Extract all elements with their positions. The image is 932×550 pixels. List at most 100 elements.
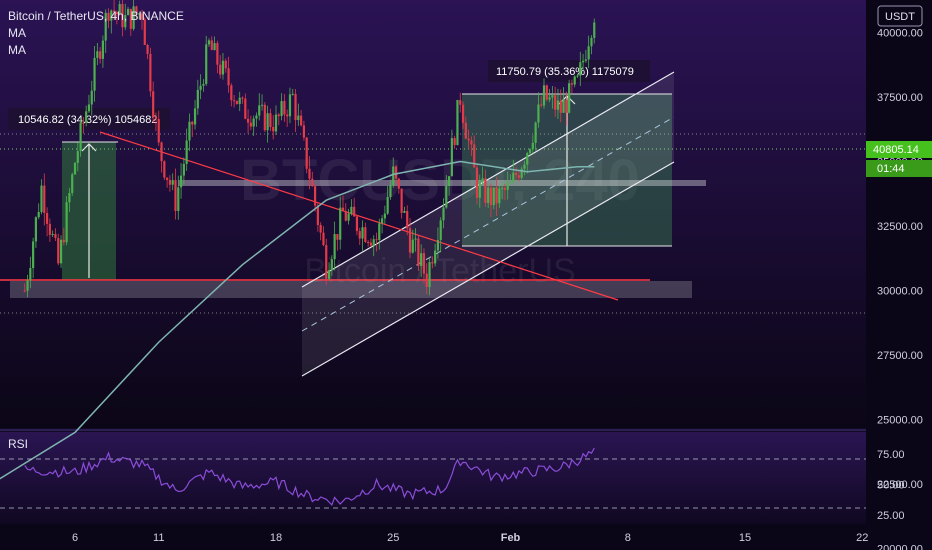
time-axis[interactable] xyxy=(0,524,866,550)
candle-body xyxy=(277,114,280,117)
candle-body xyxy=(121,4,124,28)
candle-body xyxy=(57,238,60,264)
candle-body xyxy=(562,99,565,113)
candle-body xyxy=(79,122,82,152)
measure-label-2: 11750.79 (35.36%) 1175079 xyxy=(496,66,634,78)
candle-body xyxy=(353,206,356,217)
indicator-ma-2[interactable]: MA xyxy=(8,43,26,57)
candle-body xyxy=(375,239,378,241)
candle-body xyxy=(456,100,459,146)
time-tick-label: 8 xyxy=(625,532,631,544)
candle-body xyxy=(32,241,35,269)
candle-body xyxy=(559,100,562,113)
candle-body xyxy=(394,166,398,179)
candle-body xyxy=(339,207,342,240)
candle-body xyxy=(470,140,473,145)
channel-upper-line[interactable] xyxy=(301,71,675,288)
candle-body xyxy=(495,187,498,204)
candle-body xyxy=(112,10,116,13)
candle-body xyxy=(308,168,311,179)
channel-lower-line[interactable] xyxy=(301,161,675,377)
price-tick-label: 30000.00 xyxy=(877,286,923,298)
candle-body xyxy=(171,180,174,185)
candle-body xyxy=(436,240,440,251)
candle-body xyxy=(305,137,308,169)
candle-body xyxy=(378,223,381,241)
candle-body xyxy=(322,232,325,246)
candle-body xyxy=(593,22,596,38)
candle-body xyxy=(316,205,319,225)
candle-body xyxy=(45,212,49,224)
candle-body xyxy=(188,121,191,141)
candle-body xyxy=(143,19,146,45)
candle-body xyxy=(135,6,138,15)
candle-body xyxy=(224,60,227,69)
time-tick-label: Feb xyxy=(501,532,521,544)
candle-body xyxy=(235,100,239,104)
candle-body xyxy=(193,108,197,125)
measure-label-1: 10546.82 (34.32%) 1054682 xyxy=(18,114,157,126)
currency-button-label[interactable]: USDT xyxy=(885,11,915,23)
candle-body xyxy=(73,162,77,175)
candle-body xyxy=(347,213,350,221)
candle-body xyxy=(238,97,241,104)
candle-body xyxy=(361,227,364,239)
candle-body xyxy=(369,242,373,246)
candle-body xyxy=(149,53,152,92)
time-tick-label: 22 xyxy=(856,532,868,544)
rsi-pane[interactable] xyxy=(0,432,866,524)
candle-body xyxy=(325,245,328,279)
candle-body xyxy=(467,138,470,141)
support-zone[interactable] xyxy=(10,281,692,298)
candle-body xyxy=(542,85,546,106)
candle-body xyxy=(280,101,283,117)
candle-body xyxy=(568,83,571,113)
candle-body xyxy=(422,253,426,274)
candle-body xyxy=(355,216,359,232)
candle-body xyxy=(584,59,587,61)
candle-body xyxy=(528,149,532,154)
candle-body xyxy=(487,187,490,203)
currency-button[interactable] xyxy=(877,5,923,27)
candle-body xyxy=(344,211,347,221)
candle-body xyxy=(367,241,370,243)
candle-body xyxy=(548,97,551,100)
candle-body xyxy=(87,104,91,112)
candle-body xyxy=(110,10,113,21)
candle-body xyxy=(126,8,130,16)
price-axis[interactable] xyxy=(866,0,932,550)
candle-body xyxy=(138,13,141,15)
candle-body xyxy=(341,207,345,212)
candle-body xyxy=(540,104,543,106)
indicator-ma-1[interactable]: MA xyxy=(8,26,26,40)
candle-body xyxy=(48,223,51,235)
candle-body xyxy=(509,182,512,184)
candle-body xyxy=(397,178,400,189)
price-tick-label: 37500.00 xyxy=(877,92,923,104)
candle-body xyxy=(255,115,258,119)
candle-body xyxy=(221,60,225,75)
candle-body xyxy=(99,51,102,59)
candle-body xyxy=(498,188,501,204)
candle-body xyxy=(297,115,300,121)
candle-body xyxy=(478,182,481,198)
candle-body xyxy=(489,187,493,206)
candle-body xyxy=(431,262,434,264)
candle-body xyxy=(219,64,222,75)
candle-body xyxy=(526,153,529,165)
candle-body xyxy=(252,118,255,127)
candle-body xyxy=(199,85,202,90)
price-tick-label: 22500.00 xyxy=(877,479,923,491)
candle-body xyxy=(43,185,46,213)
candle-body xyxy=(294,93,297,121)
candle-body xyxy=(76,151,79,163)
candle-body xyxy=(554,95,557,110)
symbol-title[interactable]: Bitcoin / TetherUS, 4h, BINANCE xyxy=(8,9,184,23)
candle-body xyxy=(302,125,306,138)
candle-body xyxy=(59,239,63,264)
candle-body xyxy=(107,12,110,21)
candle-body xyxy=(258,105,261,116)
candle-body xyxy=(62,239,65,243)
